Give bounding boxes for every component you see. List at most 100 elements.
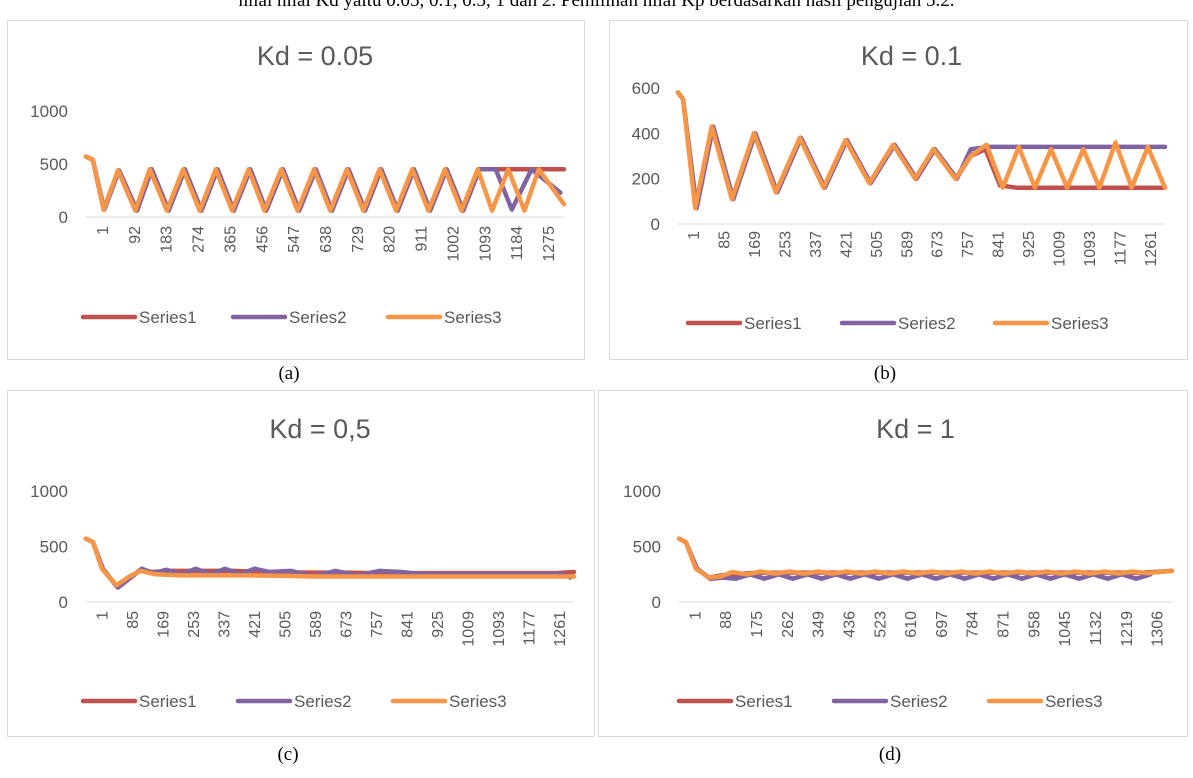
x-tick-label: 1093 [491,611,508,647]
chart-svg-a: Kd = 0.05 0 500 1000 1 92 183 274 365 456 547 638 72… [30,41,567,327]
legend-label: Series3 [1051,314,1109,333]
x-tick-label: 1261 [1143,231,1160,267]
y-tick-label: 0 [651,215,660,234]
x-tick-label: 841 [991,231,1008,258]
chart-title: Kd = 0.1 [861,41,962,71]
legend-label: Series2 [294,692,352,711]
caption-a: (a) [278,363,300,384]
x-tick-label: 1009 [1051,231,1068,267]
caption-d: (d) [878,744,902,765]
chart-panel-a: Kd = 0.05 0 500 1000 1 92 183 274 365 456 547 638 72… [7,20,585,360]
x-tick-label: 784 [965,611,982,638]
x-tick-label: 253 [186,611,203,638]
legend-label: Series2 [898,314,956,333]
series-line-series3 [676,536,1175,580]
x-tick-label: 1093 [1082,231,1099,267]
y-tick-label: 600 [632,79,660,98]
x-tick-label: 841 [399,611,416,638]
x-tick-label: 262 [780,611,797,638]
x-tick-label: 757 [960,231,977,258]
y-tick-label: 0 [59,208,68,227]
x-tick-label: 421 [247,611,264,638]
y-tick-label: 400 [632,124,660,143]
caption-b: (b) [873,363,897,384]
x-tick-label: 169 [747,231,764,258]
chart-panel-b: Kd = 0.1 0 200 400 600 1 85 169 253 337 421 505 589 6… [609,20,1188,360]
x-tick-label: 337 [808,231,825,258]
x-tick-label: 421 [838,231,855,258]
x-tick-label: 456 [254,226,271,253]
x-tick-label: 1184 [509,226,526,261]
x-tick-label: 1 [686,231,703,240]
chart-svg-c: Kd = 0,5 0 500 1000 1 85 169 253 337 421 505 589 673… [30,414,577,711]
series-line-series1 [83,536,577,589]
x-tick-label: 253 [778,231,795,258]
x-tick-label: 1275 [541,226,558,262]
x-tick-label: 757 [369,611,386,638]
x-tick-label: 547 [286,226,303,253]
x-tick-label: 1045 [1057,611,1074,647]
x-tick-label: 523 [872,611,889,638]
x-tick-label: 85 [125,611,142,629]
legend-label: Series3 [449,692,507,711]
chart-svg-d: Kd = 1 0 500 1000 1 88 175 262 349 436 523 610 697 78… [623,414,1175,711]
x-tick-label: 337 [216,611,233,638]
legend-label: Series1 [744,314,802,333]
x-tick-label: 1177 [1112,231,1129,266]
x-tick-label: 1002 [445,226,462,262]
caption-c: (c) [277,744,299,765]
legend-label: Series1 [139,308,197,327]
x-tick-label: 183 [159,226,176,253]
x-tick-label: 274 [191,226,208,253]
x-tick-label: 1177 [521,611,538,646]
x-tick-label: 925 [430,611,447,638]
chart-title: Kd = 1 [876,414,955,444]
series-line-series3 [675,90,1168,211]
y-tick-label: 1000 [30,482,68,501]
x-tick-label: 1 [95,226,112,235]
x-tick-label: 1261 [552,611,569,647]
x-tick-label: 88 [718,611,735,629]
y-tick-label: 0 [59,593,68,612]
x-tick-label: 673 [338,611,355,638]
y-tick-label: 500 [40,538,68,557]
x-tick-label: 1 [94,611,111,620]
legend-label: Series1 [139,692,197,711]
x-tick-label: 85 [717,231,734,249]
x-tick-label: 92 [127,226,144,244]
chart-panel-d: Kd = 1 0 500 1000 1 88 175 262 349 436 523 610 697 78… [598,390,1188,737]
x-tick-label: 1009 [460,611,477,647]
legend-label: Series2 [890,692,948,711]
x-tick-label: 1306 [1150,611,1167,647]
x-tick-label: 589 [308,611,325,638]
x-tick-label: 911 [414,226,431,252]
x-tick-label: 175 [749,611,766,638]
y-tick-label: 500 [40,155,68,174]
x-tick-label: 1132 [1088,611,1105,646]
x-tick-label: 610 [903,611,920,638]
chart-title: Kd = 0,5 [269,414,370,444]
legend-label: Series3 [1045,692,1103,711]
series-line-series2 [83,536,573,590]
y-tick-label: 1000 [30,102,68,121]
y-tick-label: 0 [652,593,661,612]
x-tick-label: 1219 [1119,611,1136,647]
x-tick-label: 505 [869,231,886,258]
x-tick-label: 589 [899,231,916,258]
series-line-series3 [83,536,577,588]
x-tick-label: 1 [687,611,704,620]
series-line-series3 [83,154,567,213]
legend-label: Series3 [444,308,502,327]
legend-label: Series2 [289,308,347,327]
x-tick-label: 169 [155,611,172,638]
x-tick-label: 1093 [477,226,494,262]
x-tick-label: 871 [996,611,1013,638]
x-tick-label: 820 [382,226,399,253]
y-tick-label: 200 [632,170,660,189]
x-tick-label: 365 [222,226,239,253]
x-tick-label: 505 [277,611,294,638]
x-tick-label: 436 [841,611,858,638]
y-tick-label: 1000 [623,482,661,501]
series-line-series2 [675,90,1168,211]
x-tick-label: 925 [1021,231,1038,258]
